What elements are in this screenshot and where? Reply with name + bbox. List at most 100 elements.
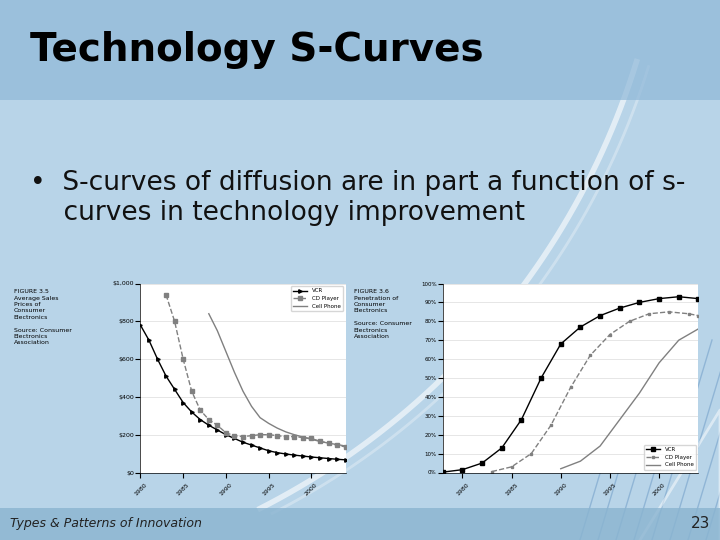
Cell Phone xyxy=(315,438,324,444)
Text: curves in technology improvement: curves in technology improvement xyxy=(30,200,525,226)
Cell Phone xyxy=(341,443,350,449)
Cell Phone xyxy=(256,415,264,421)
CD Player xyxy=(566,384,575,391)
VCR xyxy=(204,422,213,429)
Text: •  S-curves of diffusion are in part a function of s-: • S-curves of diffusion are in part a fu… xyxy=(30,170,685,196)
CD Player xyxy=(333,442,341,448)
VCR xyxy=(222,431,230,438)
CD Player xyxy=(527,450,536,457)
Bar xyxy=(0,0,720,100)
Cell Phone xyxy=(616,416,624,423)
VCR xyxy=(247,442,256,448)
VCR xyxy=(595,312,604,319)
Cell Phone xyxy=(595,443,604,449)
Line: CD Player: CD Player xyxy=(164,293,347,449)
Text: Technology S-Curves: Technology S-Curves xyxy=(30,31,484,69)
CD Player xyxy=(546,422,555,429)
VCR xyxy=(557,341,565,347)
CD Player xyxy=(694,312,703,319)
Text: 23: 23 xyxy=(690,516,710,531)
Cell Phone xyxy=(694,326,703,332)
VCR xyxy=(498,445,506,451)
VCR xyxy=(299,453,307,460)
VCR xyxy=(170,386,179,393)
Cell Phone xyxy=(222,348,230,355)
CD Player xyxy=(187,388,196,394)
VCR xyxy=(537,375,546,381)
CD Player xyxy=(273,433,282,439)
VCR xyxy=(187,409,196,415)
CD Player xyxy=(307,435,315,442)
CD Player xyxy=(645,310,654,317)
VCR xyxy=(179,400,187,406)
VCR xyxy=(341,457,350,463)
Cell Phone xyxy=(333,441,341,448)
Line: CD Player: CD Player xyxy=(490,310,700,473)
CD Player xyxy=(213,422,222,429)
VCR xyxy=(675,294,683,300)
CD Player xyxy=(247,433,256,439)
CD Player xyxy=(282,433,290,440)
VCR xyxy=(576,323,585,330)
CD Player xyxy=(256,431,264,438)
VCR xyxy=(290,452,299,458)
VCR xyxy=(517,416,526,423)
Cell Phone xyxy=(557,465,565,472)
Cell Phone xyxy=(324,440,333,447)
VCR xyxy=(635,299,644,306)
Cell Phone xyxy=(307,436,315,443)
Cell Phone xyxy=(204,310,213,317)
Line: VCR: VCR xyxy=(441,295,700,474)
CD Player xyxy=(290,433,299,440)
CD Player xyxy=(487,468,496,475)
Cell Phone xyxy=(264,420,273,427)
VCR xyxy=(324,455,333,462)
CD Player xyxy=(230,433,239,439)
VCR xyxy=(196,416,204,423)
Cell Phone xyxy=(675,337,683,343)
Text: FIGURE 3.5
Average Sales
Prices of
Consumer
Electronics

Source: Consumer
Electr: FIGURE 3.5 Average Sales Prices of Consu… xyxy=(14,289,71,346)
VCR xyxy=(458,467,467,473)
Line: VCR: VCR xyxy=(139,323,347,462)
Cell Phone xyxy=(230,369,239,376)
VCR xyxy=(273,449,282,456)
Cell Phone xyxy=(299,434,307,440)
Cell Phone xyxy=(273,425,282,431)
Cell Phone xyxy=(576,458,585,464)
CD Player xyxy=(264,431,273,438)
CD Player xyxy=(162,292,171,298)
CD Player xyxy=(606,331,614,338)
CD Player xyxy=(179,356,187,362)
Cell Phone xyxy=(635,390,644,396)
VCR xyxy=(162,373,171,379)
CD Player xyxy=(665,308,673,315)
VCR xyxy=(136,322,145,328)
VCR xyxy=(333,456,341,462)
VCR xyxy=(264,448,273,454)
CD Player xyxy=(315,438,324,444)
Line: Cell Phone: Cell Phone xyxy=(561,329,698,469)
VCR xyxy=(307,454,315,460)
CD Player xyxy=(324,440,333,447)
Cell Phone xyxy=(213,327,222,334)
Text: Types & Patterns of Innovation: Types & Patterns of Innovation xyxy=(10,517,202,530)
Cell Phone xyxy=(247,403,256,409)
CD Player xyxy=(508,463,516,470)
VCR xyxy=(230,435,239,442)
CD Player xyxy=(196,407,204,414)
VCR xyxy=(315,455,324,461)
CD Player xyxy=(586,352,595,359)
CD Player xyxy=(684,310,693,317)
Legend: VCR, CD Player, Cell Phone: VCR, CD Player, Cell Phone xyxy=(644,445,696,470)
Legend: VCR, CD Player, Cell Phone: VCR, CD Player, Cell Phone xyxy=(291,286,343,311)
Cell Phone xyxy=(239,388,248,394)
VCR xyxy=(616,305,624,311)
CD Player xyxy=(299,434,307,441)
Cell Phone xyxy=(290,431,299,438)
VCR xyxy=(478,460,487,466)
VCR xyxy=(654,295,663,302)
CD Player xyxy=(170,318,179,325)
VCR xyxy=(282,451,290,457)
VCR xyxy=(239,439,248,446)
Cell Phone xyxy=(282,429,290,435)
